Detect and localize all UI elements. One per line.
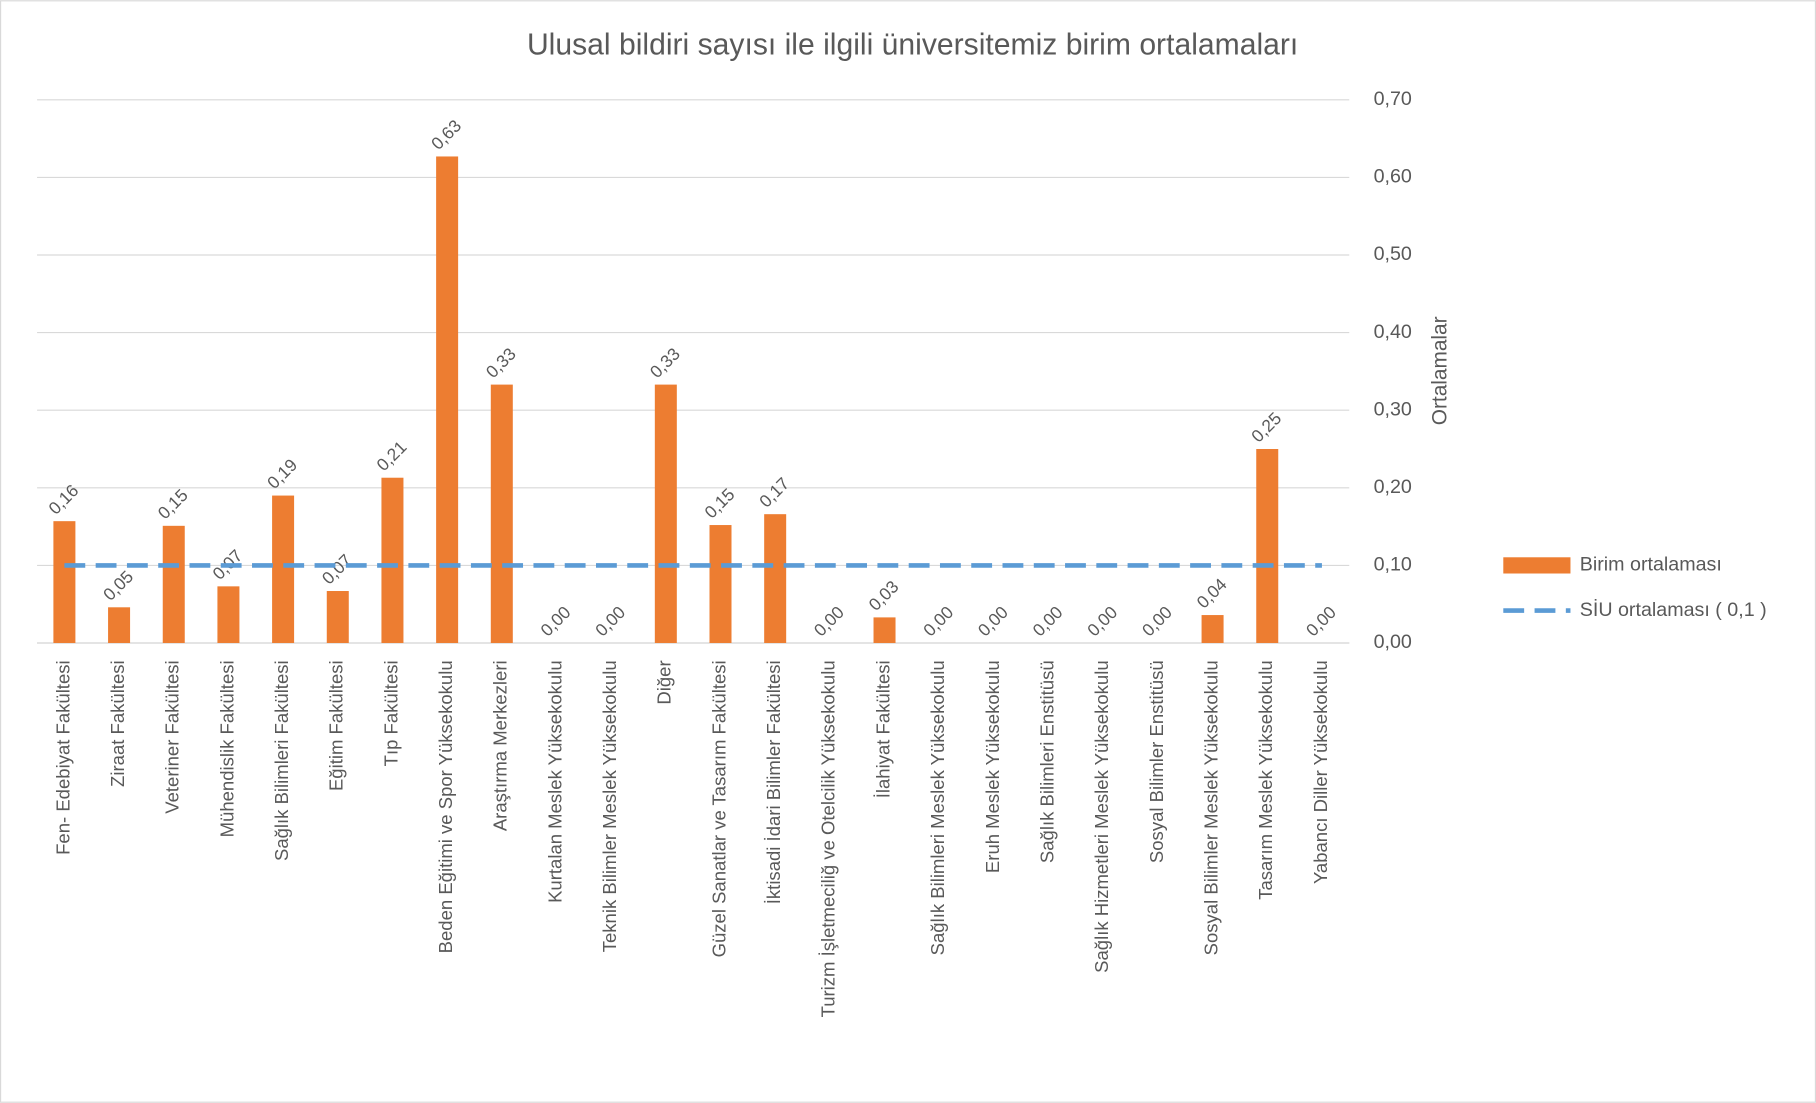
x-tick-label: Diğer — [654, 660, 675, 704]
bar — [108, 607, 131, 643]
bar — [53, 521, 76, 643]
bar — [272, 495, 295, 643]
x-tick-label: Sağlık Hizmetleri Meslek Yüksekokulu — [1091, 660, 1112, 973]
x-tick-label: Kurtalan Meslek Yüksekokulu — [544, 660, 565, 903]
bar — [436, 156, 459, 643]
x-tick-label: Yabancı Diller Yüksekokulu — [1310, 660, 1331, 884]
legend-swatch — [1503, 557, 1571, 574]
bar — [764, 514, 787, 643]
y-tick-label: 0,20 — [1374, 476, 1412, 498]
x-tick-label: Teknik Bilimler Meslek Yüksekokulu — [599, 660, 620, 952]
x-tick-label: Mühendislik Fakültesi — [216, 660, 237, 837]
y-tick-label: 0,50 — [1374, 243, 1412, 265]
bar — [1201, 615, 1224, 643]
x-tick-label: İlahiyat Fakültesi — [872, 660, 893, 798]
x-tick-label: Veteriner Fakültesi — [162, 660, 183, 813]
x-tick-label: Sağlık Bilimleri Meslek Yüksekokulu — [927, 660, 948, 955]
y-tick-label: 0,00 — [1374, 631, 1412, 653]
bar — [1256, 449, 1279, 643]
bar — [873, 617, 896, 643]
x-tick-label: Tıp Fakültesi — [380, 660, 401, 766]
x-tick-label: İktisadi İdari Bilimler Fakültesi — [763, 660, 784, 904]
y-tick-label: 0,60 — [1374, 166, 1412, 188]
y-tick-label: 0,70 — [1374, 88, 1412, 110]
x-tick-label: Fen- Edebiyat Fakültesi — [52, 660, 73, 855]
bar — [326, 591, 349, 643]
x-tick-label: Beden Eğitimi ve Spor Yüksekokulu — [435, 660, 456, 953]
x-tick-label: Sosyal Bilimler Meslek Yüksekokulu — [1200, 660, 1221, 955]
bar — [381, 477, 404, 643]
x-tick-label: Eruh Meslek Yüksekokulu — [982, 660, 1003, 873]
bar — [654, 384, 677, 643]
y-axis-label: Ortalamalar — [1428, 316, 1451, 425]
y-tick-label: 0,30 — [1374, 398, 1412, 420]
x-tick-label: Ziraat Fakültesi — [107, 660, 128, 787]
x-tick-label: Sosyal Bilimler Enstitüsü — [1146, 660, 1167, 863]
y-tick-label: 0,40 — [1374, 321, 1412, 343]
chart-title: Ulusal bildiri sayısı ile ilgili ünivers… — [527, 28, 1298, 61]
bar — [162, 525, 185, 643]
x-tick-label: Eğitim Fakültesi — [326, 660, 347, 791]
x-tick-label: Sağlık Bilimleri Enstitüsü — [1036, 660, 1057, 863]
bar — [217, 586, 240, 643]
x-tick-label: Tasarım Meslek Yüksekokulu — [1255, 660, 1276, 899]
x-tick-label: Araştırma Merkezleri — [490, 660, 511, 831]
x-tick-label: Sağlık Bilimleri Fakültesi — [271, 660, 292, 861]
bar — [709, 525, 732, 643]
legend-label: SİU ortalaması ( 0,1 ) — [1580, 598, 1767, 621]
y-tick-label: 0,10 — [1374, 554, 1412, 576]
x-tick-label: Turizm İşletmeciliğ ve Otelcilik Yükseko… — [818, 660, 839, 1017]
legend-label: Birim ortalaması — [1580, 554, 1722, 576]
bar — [490, 384, 513, 643]
x-tick-label: Güzel Sanatlar ve Tasarım Fakültesi — [708, 660, 729, 957]
